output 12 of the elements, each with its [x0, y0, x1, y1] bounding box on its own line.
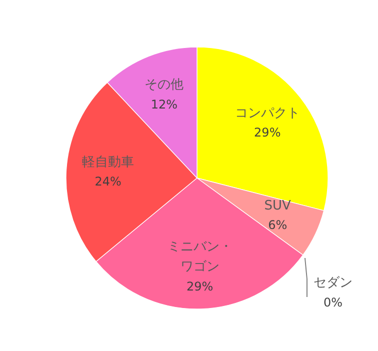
slice-label: コンパクト: [234, 106, 300, 121]
category-label: セダン: [313, 276, 352, 291]
data-label: 6%: [268, 218, 288, 232]
data-label: 29%: [254, 126, 281, 140]
slice-label: SUV: [264, 198, 292, 214]
data-label: 12%: [150, 97, 178, 112]
slice-label: 軽自動車: [82, 154, 134, 170]
data-label: 29%: [186, 279, 214, 294]
data-label: 24%: [94, 174, 122, 189]
slice-label: その他: [144, 78, 184, 93]
text: 0%: [323, 295, 343, 310]
slice-label: ミニバン・ワゴン: [167, 240, 232, 275]
